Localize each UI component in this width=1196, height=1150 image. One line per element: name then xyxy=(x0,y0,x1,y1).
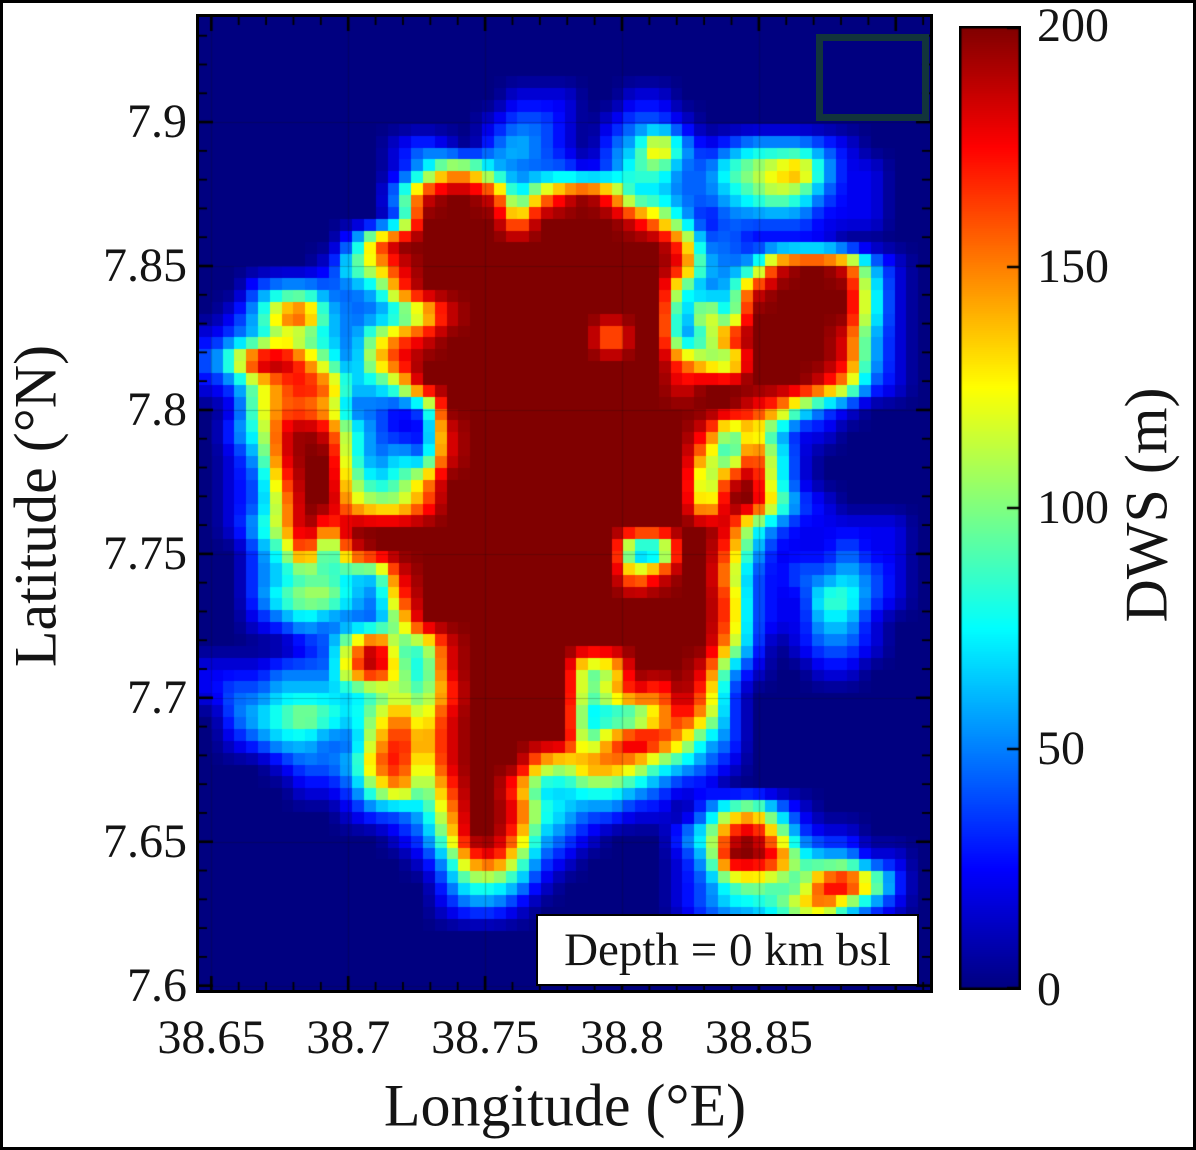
colorbar-tick-label: 100 xyxy=(1037,481,1109,534)
y-tick-label: 7.85 xyxy=(103,239,187,292)
y-tick-label: 7.7 xyxy=(127,670,187,724)
x-tick-label: 38.7 xyxy=(306,1011,391,1064)
colorbar-tick-label: 200 xyxy=(1037,0,1109,52)
y-tick-label: 7.9 xyxy=(127,95,187,149)
y-tick-label: 7.75 xyxy=(103,526,187,580)
depth-annotation-box: Depth = 0 km bsl xyxy=(536,914,919,986)
depth-annotation-text: Depth = 0 km bsl xyxy=(564,924,891,976)
x-tick-label: 38.75 xyxy=(431,1011,540,1064)
x-tick-label: 38.65 xyxy=(157,1011,266,1064)
colorbar-label: DWS (m) xyxy=(1113,387,1180,623)
x-tick-label: 38.85 xyxy=(704,1011,813,1064)
y-tick-label: 7.65 xyxy=(103,814,187,868)
inset-rectangle xyxy=(816,34,929,121)
x-tick-label: 38.8 xyxy=(579,1011,664,1064)
x-axis-label: Longitude (°E) xyxy=(383,1072,747,1139)
colorbar-tick-label: 0 xyxy=(1037,963,1061,1016)
y-tick-label: 7.8 xyxy=(127,382,187,436)
colorbar-tick-label: 150 xyxy=(1037,240,1109,293)
y-tick-label: 7.6 xyxy=(127,958,187,1012)
heatmap-canvas xyxy=(199,17,930,990)
colorbar-canvas xyxy=(959,26,1021,990)
colorbar-tick-label: 50 xyxy=(1037,722,1085,775)
